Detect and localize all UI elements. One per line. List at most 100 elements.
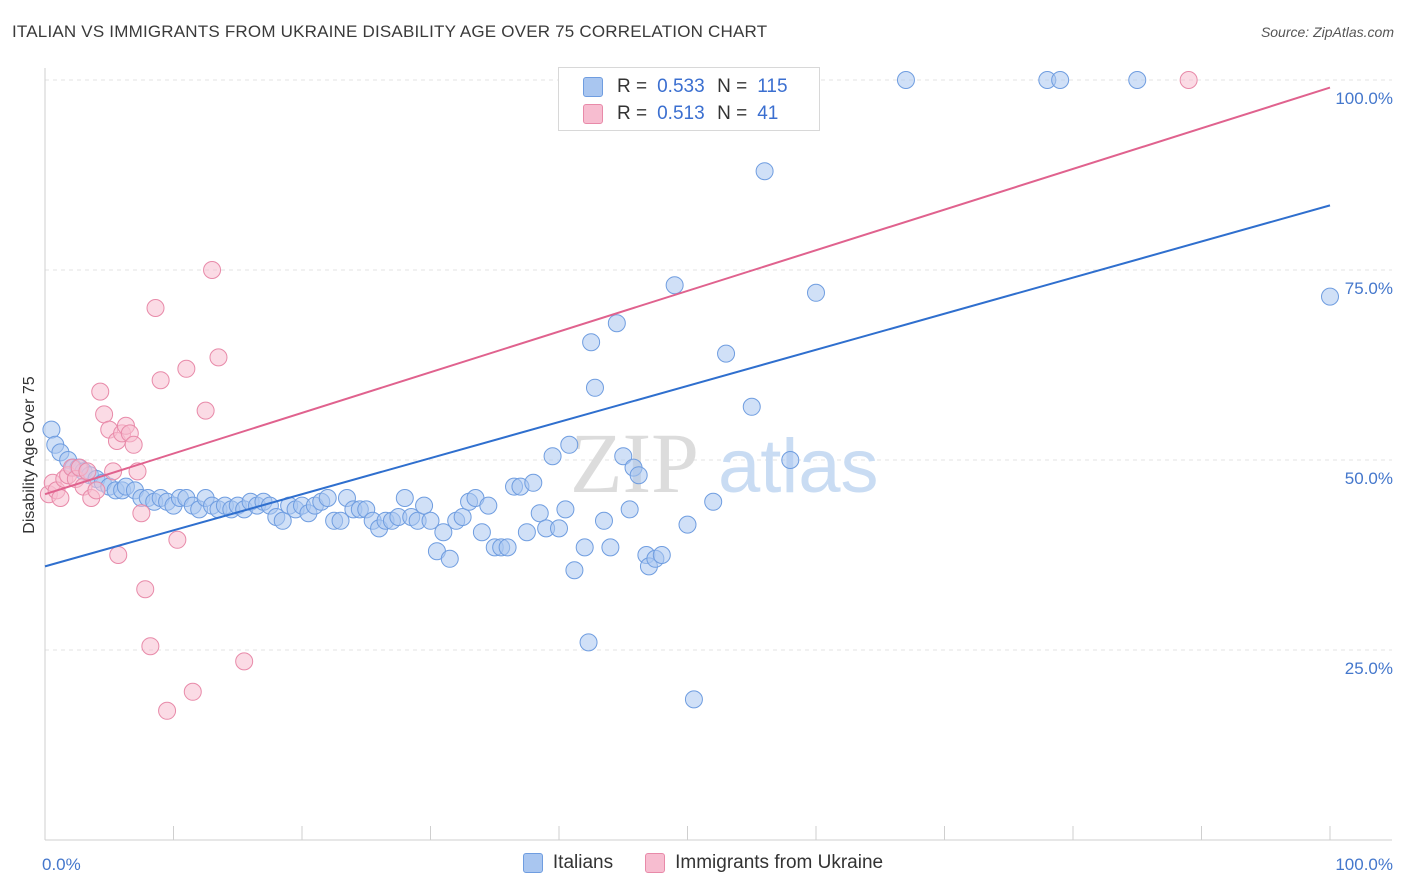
point-italians xyxy=(755,162,774,181)
point-ukraine xyxy=(183,682,202,701)
point-italians xyxy=(543,447,562,466)
point-italians xyxy=(395,489,414,507)
legend-swatch-italians xyxy=(583,77,603,97)
legend-row-italians: R = 0.533 N = 115 xyxy=(583,74,817,100)
point-italians xyxy=(594,511,613,530)
point-ukraine xyxy=(124,435,143,454)
legend-n-label: N = xyxy=(717,103,748,124)
point-ukraine xyxy=(95,405,114,424)
series-legend-italians[interactable]: Italians xyxy=(522,852,614,874)
point-italians xyxy=(556,500,575,519)
point-italians xyxy=(678,515,697,534)
point-italians xyxy=(415,496,434,515)
y-tick-label: 25.0% xyxy=(1345,659,1393,678)
point-italians xyxy=(565,561,584,580)
point-italians xyxy=(421,511,440,530)
trend-lines xyxy=(44,86,1331,568)
point-italians xyxy=(440,549,459,568)
point-italians xyxy=(453,508,472,526)
point-italians xyxy=(582,333,601,352)
point-ukraine xyxy=(235,652,254,671)
point-ukraine xyxy=(168,530,187,549)
legend-r-value: 0.533 xyxy=(657,76,705,97)
point-italians xyxy=(585,378,604,397)
point-italians xyxy=(1051,71,1070,89)
point-italians xyxy=(1321,287,1339,306)
point-ukraine xyxy=(91,382,110,401)
point-ukraine xyxy=(132,504,151,523)
point-italians xyxy=(665,276,684,295)
point-italians xyxy=(273,511,292,530)
series-swatch-ukraine xyxy=(645,853,666,873)
point-ukraine xyxy=(87,481,106,500)
point-ukraine xyxy=(196,401,215,420)
legend-n-label: N = xyxy=(717,76,748,97)
point-italians xyxy=(896,71,915,89)
point-ukraine xyxy=(146,299,165,317)
point-italians xyxy=(530,504,549,523)
series-legend-ukraine[interactable]: Immigrants from Ukraine xyxy=(645,852,883,874)
legend-r-label: R = xyxy=(617,103,648,124)
point-italians xyxy=(434,523,453,542)
point-italians xyxy=(1128,71,1147,89)
point-italians xyxy=(684,690,703,709)
point-italians xyxy=(717,344,736,363)
tick-labels: 25.0% 50.0% 75.0% 100.0% 0.0% 100.0% xyxy=(42,89,1393,874)
point-italians xyxy=(498,538,517,557)
point-italians xyxy=(607,314,626,333)
point-ukraine xyxy=(158,701,177,720)
trend-line-ukraine xyxy=(44,86,1331,496)
x-tick-label: 0.0% xyxy=(42,855,81,874)
series-legend: Italians Immigrants from Ukraine xyxy=(0,852,1406,874)
point-italians xyxy=(472,523,491,542)
point-ukraine xyxy=(203,261,222,279)
point-italians xyxy=(742,397,761,416)
point-italians xyxy=(704,492,723,511)
legend-r-label: R = xyxy=(617,76,648,97)
legend-n-value: 115 xyxy=(757,76,788,97)
source-note: Source: ZipAtlas.com xyxy=(1260,24,1394,40)
point-italians xyxy=(517,523,536,542)
point-ukraine xyxy=(141,637,160,656)
x-tick-label: 100.0% xyxy=(1335,855,1393,874)
gridlines xyxy=(45,79,1392,651)
point-italians xyxy=(575,538,594,557)
point-ukraine xyxy=(1179,71,1198,89)
series-label-ukraine: Immigrants from Ukraine xyxy=(675,852,884,873)
point-italians xyxy=(579,633,598,652)
legend-n-value: 41 xyxy=(757,103,779,124)
legend-row-ukraine: R = 0.513 N = 41 xyxy=(583,101,817,127)
point-italians xyxy=(652,546,671,564)
point-ukraine xyxy=(109,546,128,564)
point-ukraine xyxy=(151,371,170,390)
point-ukraine xyxy=(104,462,123,481)
point-italians xyxy=(318,489,337,507)
data-points xyxy=(39,71,1339,720)
point-ukraine xyxy=(78,462,97,481)
y-axis-label: Disability Age Over 75 xyxy=(21,376,38,534)
point-italians xyxy=(479,496,498,515)
point-ukraine xyxy=(136,580,155,599)
point-italians xyxy=(550,519,568,538)
point-ukraine xyxy=(177,359,196,378)
series-swatch-italians xyxy=(522,853,543,873)
y-tick-label: 75.0% xyxy=(1345,279,1393,298)
point-italians xyxy=(614,447,633,466)
trend-line-italians xyxy=(44,204,1331,568)
point-italians xyxy=(331,511,350,530)
point-italians xyxy=(42,420,61,439)
point-ukraine xyxy=(209,348,228,367)
point-italians xyxy=(620,500,639,519)
point-italians xyxy=(524,473,543,492)
point-italians xyxy=(807,283,825,302)
legend: R = 0.533 N = 115 R = 0.513 N = 41 xyxy=(558,67,820,131)
chart-title: ITALIAN VS IMMIGRANTS FROM UKRAINE DISAB… xyxy=(12,22,768,41)
point-italians xyxy=(781,451,800,469)
point-italians xyxy=(560,435,579,454)
point-italians xyxy=(601,538,620,557)
y-tick-label: 50.0% xyxy=(1345,469,1393,488)
legend-swatch-ukraine xyxy=(583,104,603,124)
y-tick-label: 100.0% xyxy=(1335,89,1393,108)
series-label-italians: Italians xyxy=(552,852,614,873)
